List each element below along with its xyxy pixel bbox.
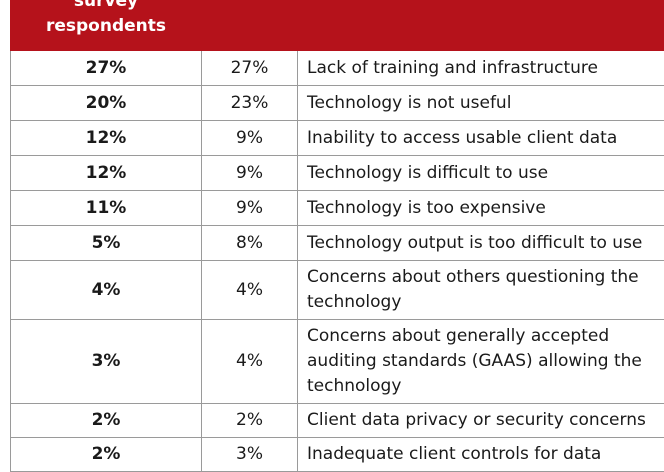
table-row: 2% 2% Client data privacy or security co… [11,404,664,438]
table-row: 2% 3% Inadequate client controls for dat… [11,438,664,472]
prior-percent: 3% [202,438,298,472]
reason-text: Client data privacy or security concerns [298,404,664,438]
table-row: 11% 9% Technology is too expensive [11,191,664,226]
reason-text: Technology is too expensive [298,191,664,226]
reason-text: Lack of training and infrastructure [298,51,664,86]
current-percent: 27% [11,51,202,86]
header-survey-respondents: survey respondents [11,0,202,51]
reason-text: Inadequate client controls for data [298,438,664,472]
prior-percent: 9% [202,156,298,191]
header-description [298,0,664,51]
survey-table: survey respondents 27% 27% Lack of train… [10,0,664,472]
reason-text: Technology is difficult to use [298,156,664,191]
table-row: 5% 8% Technology output is too difficult… [11,226,664,261]
prior-percent: 27% [202,51,298,86]
current-percent: 2% [11,438,202,472]
reason-text: Concerns about others questioning the te… [298,261,664,320]
reason-text: Technology output is too difficult to us… [298,226,664,261]
prior-percent: 23% [202,86,298,121]
prior-percent: 9% [202,191,298,226]
prior-percent: 4% [202,261,298,320]
header-prior-year [202,0,298,51]
table-row: 12% 9% Technology is difficult to use [11,156,664,191]
table-row: 4% 4% Concerns about others questioning … [11,261,664,320]
current-percent: 4% [11,261,202,320]
table-row: 27% 27% Lack of training and infrastruct… [11,51,664,86]
table-row: 20% 23% Technology is not useful [11,86,664,121]
survey-table-container: survey respondents 27% 27% Lack of train… [10,0,664,472]
reason-text: Technology is not useful [298,86,664,121]
prior-percent: 4% [202,320,298,404]
current-percent: 12% [11,156,202,191]
current-percent: 12% [11,121,202,156]
prior-percent: 8% [202,226,298,261]
table-row: 12% 9% Inability to access usable client… [11,121,664,156]
current-percent: 2% [11,404,202,438]
current-percent: 11% [11,191,202,226]
current-percent: 5% [11,226,202,261]
prior-percent: 2% [202,404,298,438]
reason-text: Concerns about generally accepted auditi… [298,320,664,404]
reason-text: Inability to access usable client data [298,121,664,156]
table-row: 3% 4% Concerns about generally accepted … [11,320,664,404]
table-header-row: survey respondents [11,0,664,51]
current-percent: 3% [11,320,202,404]
current-percent: 20% [11,86,202,121]
prior-percent: 9% [202,121,298,156]
